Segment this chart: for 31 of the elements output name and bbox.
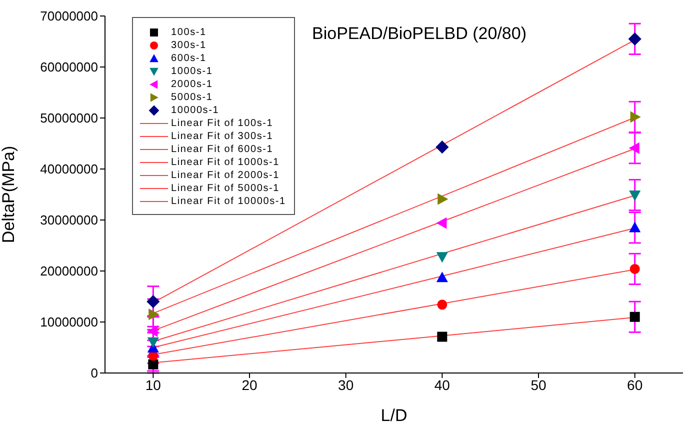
legend-label: 100s-1 [171,26,206,39]
x-tick-label: 40 [434,376,450,393]
y-tick-label: 20000000 [40,264,98,279]
legend-label: Linear Fit of 2000s-1 [171,169,280,182]
x-axis-title: L/D [380,406,408,425]
text: BioPEAD/BioPELBD (20/80) [312,24,526,44]
y-tick-label: 40000000 [40,162,98,177]
legend-label: 10000s-1 [171,104,220,117]
legend-label: Linear Fit of 300s-1 [171,130,274,143]
x-tick-label: 10 [145,376,162,393]
x-tick-label: 30 [338,376,354,393]
y-tick-label: 0 [90,366,98,381]
legend-label: 1000s-1 [171,65,213,78]
legend-label: 600s-1 [171,52,206,65]
x-tick-label: 50 [530,376,546,393]
y-tick-label: 30000000 [40,212,98,228]
y-tick-label: 10000000 [40,314,98,330]
legend-label: Linear Fit of 1000s-1 [171,156,280,169]
legend-label: Linear Fit of 5000s-1 [171,182,280,195]
legend-label: 2000s-1 [171,78,213,91]
x-tick-label: 60 [627,376,643,393]
legend-label: Linear Fit of 10000s-1 [171,195,286,208]
y-axis-title: DeltaP(MPa) [0,146,18,244]
y-tick-label: 60000000 [40,60,98,75]
legend-label: Linear Fit of 100s-1 [171,117,274,130]
legend-label: Linear Fit of 600s-1 [171,143,274,156]
y-tick-label: 70000000 [40,8,98,24]
x-tick-label: 20 [242,376,258,393]
y-tick-label: 50000000 [40,110,98,126]
legend-label: 300s-1 [171,39,206,52]
legend-label: 5000s-1 [171,91,213,104]
